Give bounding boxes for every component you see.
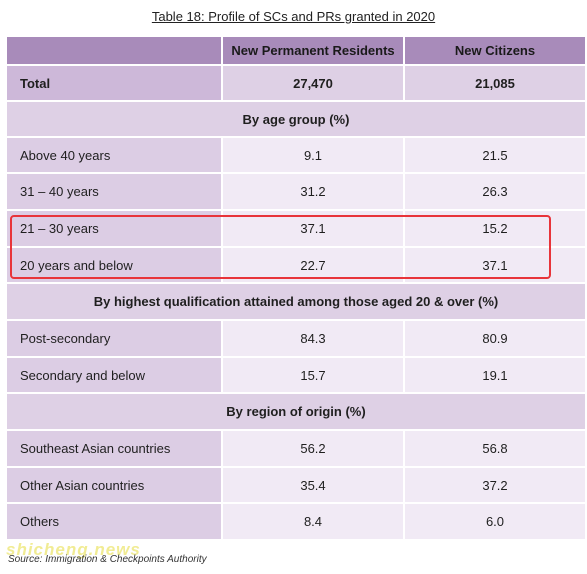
row-citizens: 26.3: [405, 174, 585, 211]
section-heading-age: By age group (%): [7, 102, 585, 138]
table-title: Table 18: Profile of SCs and PRs granted…: [151, 9, 436, 24]
row-citizens: 37.2: [405, 468, 585, 504]
row-label: 20 years and below: [7, 248, 223, 284]
total-label: Total: [7, 66, 223, 102]
row-pr: 37.1: [223, 211, 405, 248]
header-new-citizens: New Citizens: [405, 37, 585, 66]
row-label: Secondary and below: [7, 358, 223, 394]
row-label: 31 – 40 years: [7, 174, 223, 211]
row-label: 21 – 30 years: [7, 211, 223, 248]
row-citizens: 19.1: [405, 358, 585, 394]
section-heading-region: By region of origin (%): [7, 394, 585, 431]
header-new-pr: New Permanent Residents: [223, 37, 405, 66]
table-row: 21 – 30 years 37.1 15.2: [7, 211, 585, 248]
table-row: 20 years and below 22.7 37.1: [7, 248, 585, 284]
row-pr: 84.3: [223, 321, 405, 358]
section-heading: By highest qualification attained among …: [7, 284, 585, 321]
table-row: 31 – 40 years 31.2 26.3: [7, 174, 585, 211]
section-heading-qualification: By highest qualification attained among …: [7, 284, 585, 321]
row-citizens: 37.1: [405, 248, 585, 284]
table-row: Above 40 years 9.1 21.5: [7, 138, 585, 174]
row-citizens: 6.0: [405, 504, 585, 541]
row-citizens: 21.5: [405, 138, 585, 174]
total-citizens: 21,085: [405, 66, 585, 102]
row-label: Southeast Asian countries: [7, 431, 223, 468]
row-citizens: 56.8: [405, 431, 585, 468]
section-heading: By region of origin (%): [7, 394, 585, 431]
table-header-row: New Permanent Residents New Citizens: [7, 37, 585, 66]
table-row: Others 8.4 6.0: [7, 504, 585, 541]
row-pr: 31.2: [223, 174, 405, 211]
row-pr: 56.2: [223, 431, 405, 468]
row-pr: 8.4: [223, 504, 405, 541]
row-label: Above 40 years: [7, 138, 223, 174]
header-cell-blank: [7, 37, 223, 66]
row-label: Other Asian countries: [7, 468, 223, 504]
table-row: Post-secondary 84.3 80.9: [7, 321, 585, 358]
source-note: Source: Immigration & Checkpoints Author…: [8, 554, 207, 565]
watermark: shicheng.news: [6, 540, 141, 559]
row-label: Others: [7, 504, 223, 541]
table-row: Other Asian countries 35.4 37.2: [7, 468, 585, 504]
row-label: Post-secondary: [7, 321, 223, 358]
row-pr: 35.4: [223, 468, 405, 504]
row-citizens: 15.2: [405, 211, 585, 248]
table-row: Southeast Asian countries 56.2 56.8: [7, 431, 585, 468]
row-pr: 9.1: [223, 138, 405, 174]
total-row: Total 27,470 21,085: [7, 66, 585, 102]
section-heading: By age group (%): [7, 102, 585, 138]
table-row: Secondary and below 15.7 19.1: [7, 358, 585, 394]
row-pr: 22.7: [223, 248, 405, 284]
total-pr: 27,470: [223, 66, 405, 102]
row-pr: 15.7: [223, 358, 405, 394]
row-citizens: 80.9: [405, 321, 585, 358]
